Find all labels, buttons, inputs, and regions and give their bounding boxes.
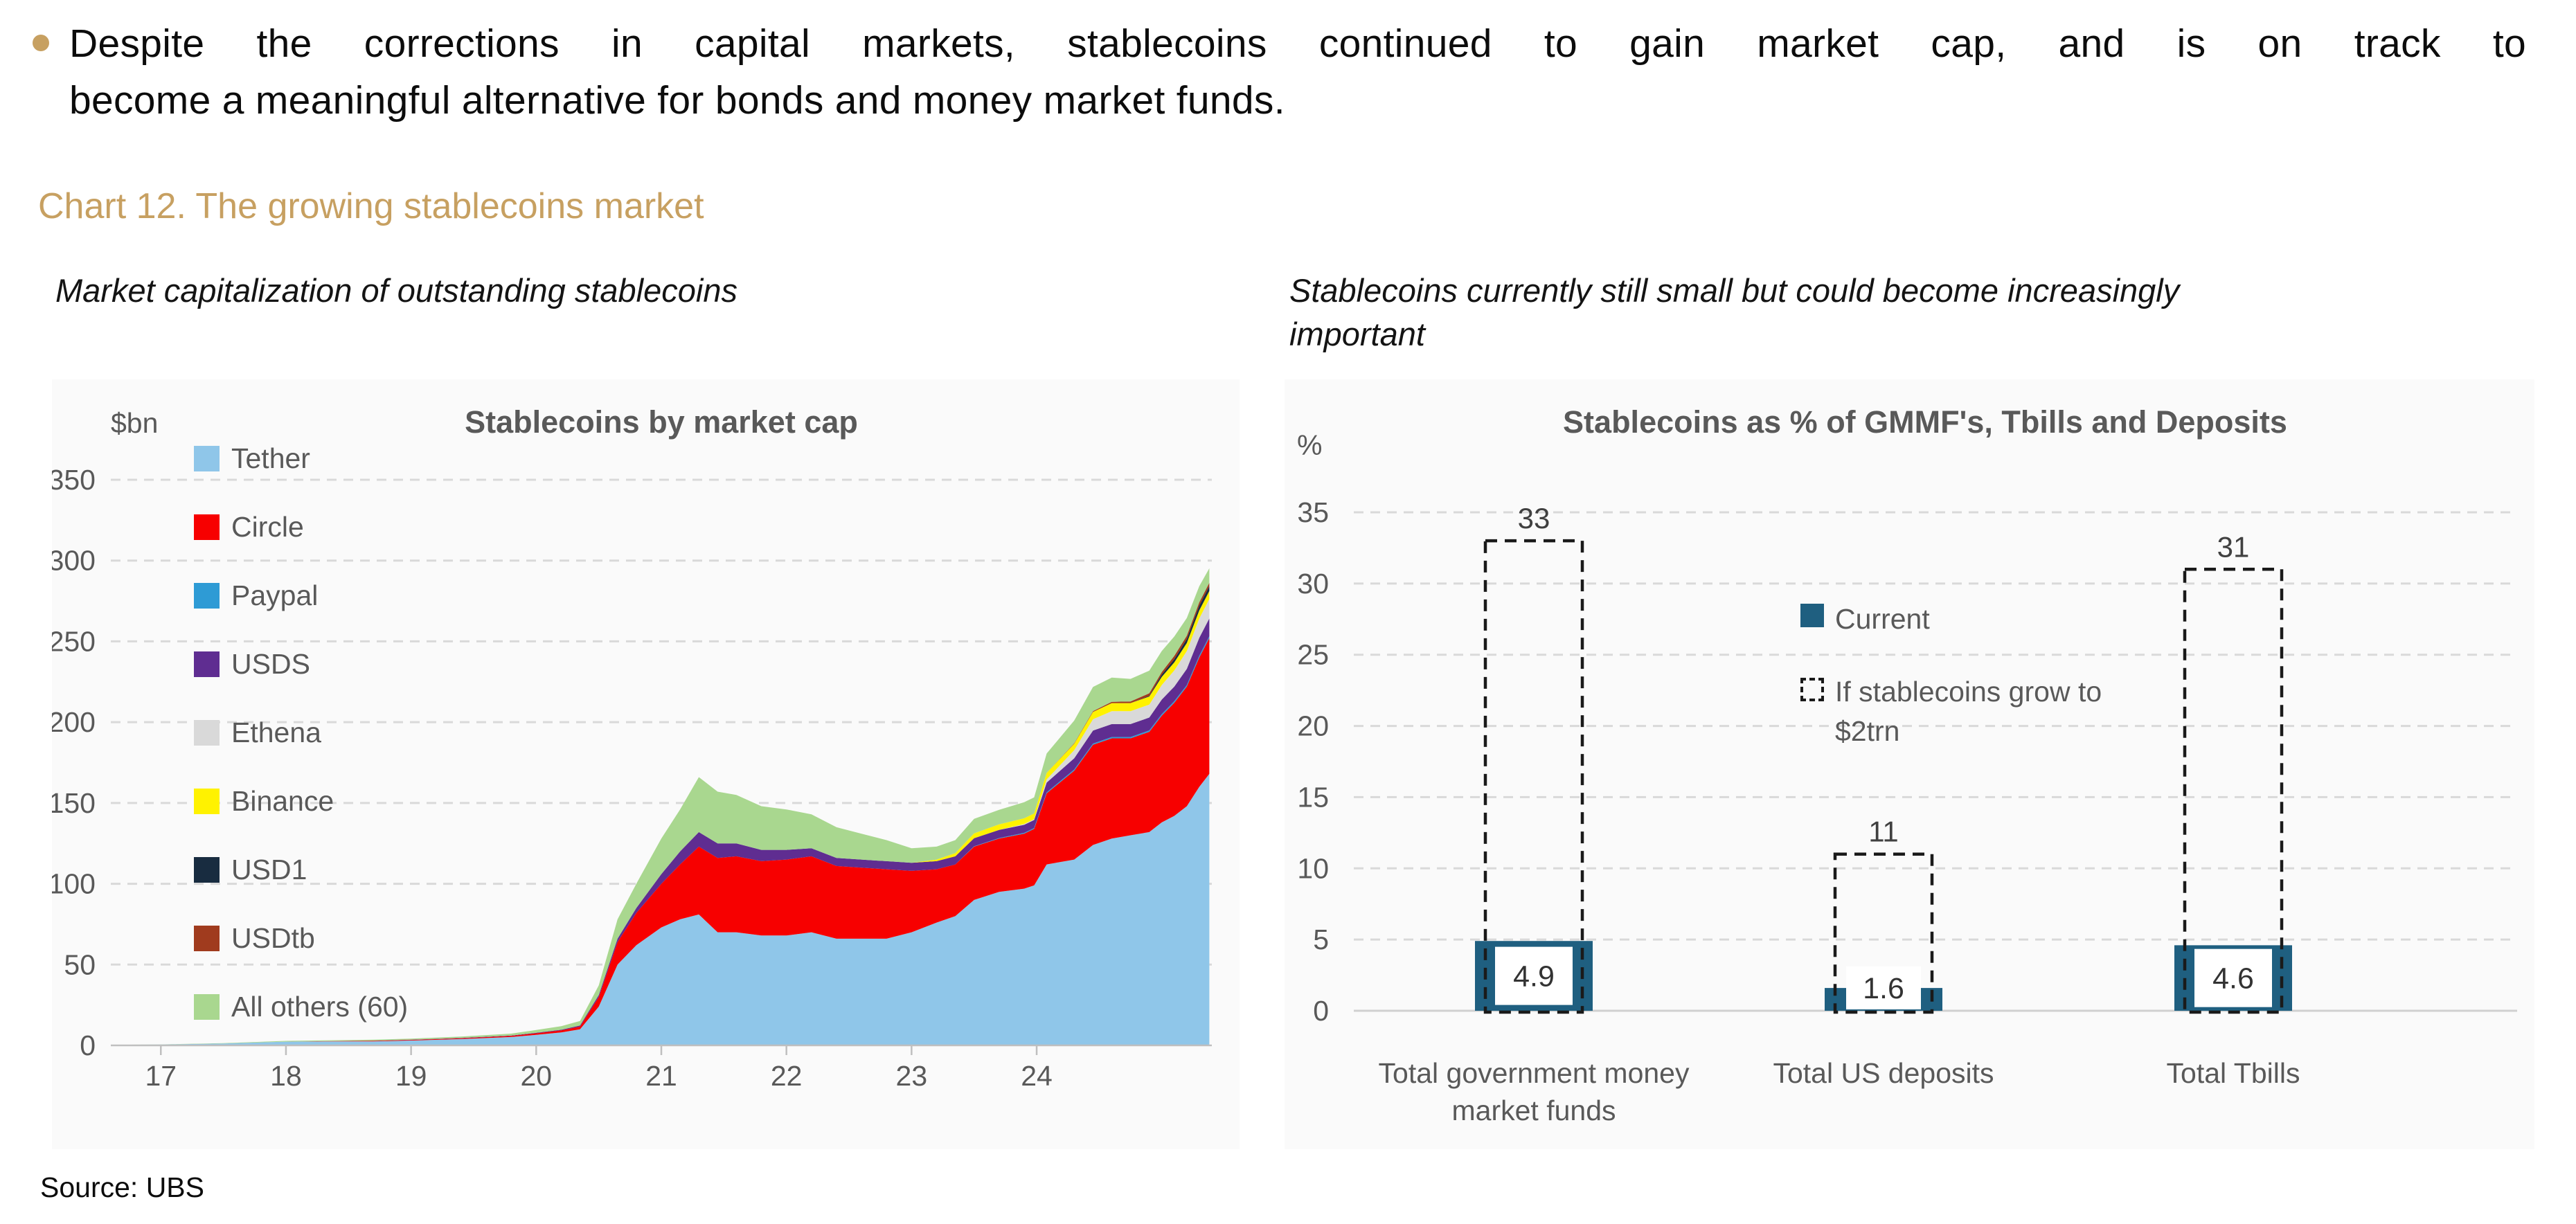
bar-scenario-total-tbills — [2183, 568, 2284, 1014]
bar-category-label: Total US deposits — [1773, 1057, 1994, 1089]
axis-label: 30 — [1297, 568, 1329, 600]
legend-dashed-swatch — [1800, 678, 1824, 701]
legend-swatch-all-others-60 — [194, 993, 220, 1020]
axis-label: 200 — [52, 706, 96, 738]
right-chart-subtitle-line-2: important — [1289, 316, 1425, 352]
bar-category-label: Total Tbills — [2166, 1057, 2300, 1089]
legend-item-binance: Binance — [194, 784, 408, 817]
legend-label: USD1 — [231, 853, 307, 885]
axis-label: 15 — [1297, 781, 1329, 813]
legend-item-circle: Circle — [194, 510, 408, 543]
bar-chart-unit-label: % — [1297, 429, 1323, 461]
axis-label: 19 — [395, 1060, 427, 1092]
right-chart-subtitle-line-1: Stablecoins currently still small but co… — [1289, 272, 2180, 309]
legend-swatch-usdtb — [194, 925, 220, 951]
axis-label: 100 — [52, 868, 96, 900]
axis-label: 18 — [270, 1060, 302, 1092]
axis-label: 250 — [52, 625, 96, 657]
legend-swatch-paypal — [194, 582, 220, 609]
legend-label: Ethena — [231, 716, 321, 748]
axis-label: 0 — [80, 1029, 96, 1061]
area-series-tether — [111, 773, 1210, 1045]
legend-label: Current — [1835, 603, 1930, 635]
legend-item-usdtb: USDtb — [194, 921, 408, 954]
bar-scenario-total-us-deposits — [1833, 852, 1934, 1014]
axis-label: 24 — [1021, 1060, 1053, 1092]
legend-swatch-binance — [194, 788, 220, 814]
legend-label: USDtb — [231, 921, 315, 954]
legend-solid-swatch — [1800, 604, 1824, 627]
bar-chart-title: Stablecoins as % of GMMF's, Tbills and D… — [1563, 404, 2287, 440]
axis-label: 350 — [52, 464, 96, 496]
area-chart-title: Stablecoins by market cap — [465, 404, 858, 440]
area-chart-unit-label: $bn — [111, 407, 159, 439]
axis-label: 17 — [145, 1060, 177, 1092]
axis-label: 5 — [1313, 924, 1329, 955]
legend-swatch-usds — [194, 651, 220, 677]
legend-label: Paypal — [231, 579, 319, 611]
axis-label: 300 — [52, 545, 96, 577]
axis-label: 31 — [2217, 530, 2250, 563]
source-note: Source: UBS — [40, 1171, 204, 1203]
axis-label: 4.9 — [1513, 960, 1555, 993]
bullet-line-1: Despite the corrections in capital marke… — [69, 21, 2526, 66]
axis-label: 10 — [1297, 852, 1329, 884]
axis-label: 50 — [64, 948, 96, 980]
axis-label: 20 — [521, 1060, 553, 1092]
legend-item-current: Current — [1800, 600, 2161, 639]
legend-swatch-circle — [194, 514, 220, 540]
bullet-paragraph: Despite the corrections in capital marke… — [69, 15, 2526, 129]
axis-label: 35 — [1297, 496, 1329, 528]
legend-label: If stablecoins grow to $2trn — [1835, 676, 2102, 747]
value-label-box — [2194, 948, 2272, 1007]
legend-item-all-others-60: All others (60) — [194, 990, 409, 1023]
legend-item-usds: USDS — [194, 647, 408, 680]
axis-label: 150 — [52, 787, 96, 819]
legend-item-usd1: USD1 — [194, 853, 408, 885]
legend-label: Circle — [231, 510, 304, 543]
axis-label: 4.6 — [2212, 962, 2254, 996]
bar-chart-panel: % Stablecoins as % of GMMF's, Tbills and… — [1285, 379, 2534, 1149]
value-label-box — [1846, 966, 1921, 1009]
axis-label: 1.6 — [1863, 972, 1904, 1005]
bullet-line-2: become a meaningful alternative for bond… — [69, 78, 1285, 123]
legend-label: All others (60) — [231, 990, 409, 1023]
legend-label: USDS — [231, 647, 310, 680]
legend-item-ethena: Ethena — [194, 716, 408, 748]
bar-category-label: Total government money market funds — [1378, 1057, 1690, 1126]
axis-label: 33 — [1518, 502, 1550, 534]
legend-label: Tether — [231, 442, 310, 474]
legend-label: Binance — [231, 784, 334, 817]
left-chart-subtitle: Market capitalization of outstanding sta… — [55, 272, 737, 309]
area-chart-legend: Tether Circle Paypal USDS Ethena Binance USD1 U… — [194, 442, 409, 1061]
legend-item-paypal: Paypal — [194, 579, 408, 611]
axis-label: 23 — [896, 1060, 928, 1092]
legend-swatch-ethena — [194, 719, 220, 746]
bullet-icon — [33, 35, 49, 51]
legend-swatch-tether — [194, 445, 220, 471]
legend-item-if-stablecoins-grow-to-2trn: If stablecoins grow to $2trn — [1800, 672, 2161, 751]
bar-scenario-total-government-money-market-funds — [1483, 539, 1584, 1014]
axis-label: 20 — [1297, 710, 1329, 742]
legend-swatch-usd1 — [194, 856, 220, 883]
axis-label: 11 — [1868, 816, 1899, 848]
value-label-box — [1495, 946, 1573, 1005]
area-chart-panel: $bn Stablecoins by market cap 17 18 19 20 21… — [52, 379, 1240, 1149]
axis-label: 0 — [1313, 995, 1329, 1027]
axis-label: 25 — [1297, 639, 1329, 671]
area-chart-canvas: 17 18 19 20 21 22 23 24 0 50 100 150 200 250 300 350 — [52, 464, 1212, 1092]
axis-label: 22 — [771, 1060, 803, 1092]
axis-label: 21 — [645, 1060, 677, 1092]
bar-chart-canvas: 0 5 10 15 20 25 30 35 33 4.9 11 1.6 31 4.6 — [1297, 496, 2517, 1027]
section-title: Chart 12. The growing stablecoins market — [38, 186, 704, 226]
right-chart-subtitle: Stablecoins currently still small but co… — [1289, 269, 2536, 356]
bar-chart-legend: Current If stablecoins grow to $2trn — [1800, 600, 2161, 784]
legend-item-tether: Tether — [194, 442, 408, 474]
